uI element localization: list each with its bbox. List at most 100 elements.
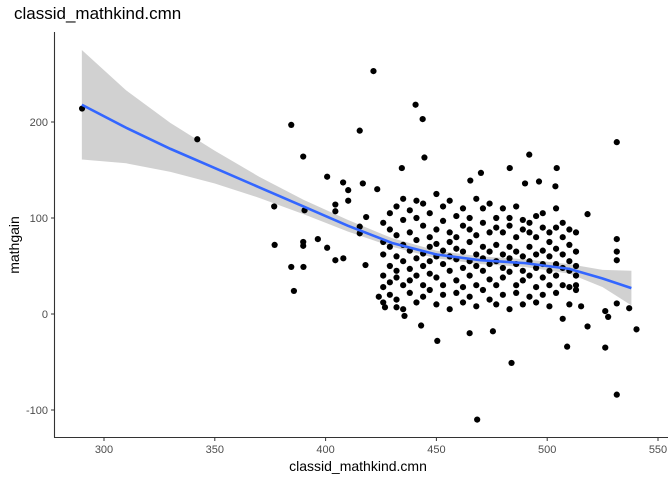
- data-point: [546, 303, 553, 310]
- data-point: [386, 262, 393, 270]
- data-point: [552, 245, 560, 252]
- data-point: [486, 260, 493, 268]
- data-point: [420, 222, 427, 229]
- data-point: [413, 299, 420, 306]
- data-point: [479, 243, 487, 250]
- data-point: [584, 211, 591, 218]
- data-point: [572, 282, 580, 289]
- data-point: [613, 139, 620, 146]
- data-point: [493, 214, 500, 222]
- data-point: [513, 289, 520, 296]
- data-point: [506, 164, 513, 172]
- y-tick-label: -100: [26, 405, 48, 417]
- data-point: [539, 291, 546, 298]
- x-tick-label: 450: [427, 444, 445, 456]
- data-point: [519, 267, 526, 274]
- y-tick-label: 200: [30, 117, 48, 129]
- data-point: [572, 286, 580, 294]
- data-point: [466, 214, 473, 222]
- data-point: [356, 127, 363, 134]
- data-point: [439, 282, 447, 289]
- data-point: [546, 238, 553, 246]
- data-point: [486, 276, 493, 283]
- data-point: [479, 267, 487, 274]
- data-point: [605, 313, 612, 320]
- data-point: [300, 263, 307, 271]
- data-point: [613, 391, 620, 398]
- data-point: [613, 248, 620, 255]
- data-point: [401, 312, 408, 320]
- data-point: [420, 282, 427, 289]
- data-point: [400, 195, 407, 202]
- data-point: [271, 241, 278, 248]
- data-point: [473, 195, 480, 202]
- data-point: [479, 205, 487, 212]
- data-point: [459, 299, 467, 306]
- data-point: [479, 219, 487, 226]
- data-point: [459, 205, 467, 212]
- data-point: [386, 210, 393, 217]
- data-point: [314, 236, 321, 243]
- y-tick-label: 100: [30, 213, 48, 225]
- data-point: [433, 190, 440, 198]
- data-point: [271, 203, 278, 210]
- data-point: [602, 344, 609, 351]
- data-point: [300, 242, 307, 249]
- data-point: [426, 270, 433, 277]
- data-point: [499, 274, 506, 281]
- data-point: [459, 284, 467, 291]
- data-point: [613, 300, 620, 307]
- data-point: [300, 153, 307, 160]
- y-axis-title: mathgain: [6, 216, 22, 274]
- data-point: [526, 243, 533, 250]
- data-point: [370, 68, 377, 75]
- data-point: [519, 277, 526, 284]
- data-point: [559, 219, 566, 226]
- data-point: [539, 210, 546, 217]
- data-point: [406, 265, 413, 272]
- data-point: [439, 203, 447, 210]
- data-point: [386, 291, 393, 298]
- data-point: [626, 305, 633, 312]
- data-point: [493, 224, 500, 231]
- data-point: [363, 213, 370, 221]
- data-point: [546, 229, 553, 236]
- data-point: [499, 251, 506, 258]
- data-point: [433, 301, 440, 308]
- data-point: [386, 226, 393, 233]
- data-point: [459, 248, 467, 255]
- data-point: [473, 232, 480, 239]
- data-point: [393, 296, 400, 303]
- data-point: [473, 282, 480, 289]
- data-point: [526, 229, 533, 236]
- data-point: [633, 326, 640, 333]
- data-point: [324, 244, 331, 251]
- data-point: [420, 262, 427, 270]
- data-point: [393, 267, 400, 274]
- data-point: [584, 323, 591, 330]
- data-point: [380, 251, 387, 258]
- data-point: [393, 304, 400, 311]
- data-point: [459, 222, 467, 229]
- data-point: [380, 299, 387, 306]
- data-point: [552, 289, 560, 296]
- data-point: [332, 201, 339, 208]
- data-point: [572, 262, 580, 270]
- data-point: [290, 287, 298, 295]
- data-point: [406, 207, 413, 214]
- data-point: [473, 303, 480, 310]
- data-point: [506, 306, 513, 313]
- data-point: [288, 121, 295, 128]
- data-point: [539, 247, 546, 254]
- data-point: [386, 279, 393, 286]
- data-point: [499, 264, 506, 272]
- data-point: [433, 226, 440, 233]
- data-point: [526, 272, 533, 279]
- data-point: [513, 248, 520, 255]
- data-point: [552, 224, 560, 231]
- data-point: [513, 234, 520, 241]
- data-point: [526, 293, 533, 300]
- data-point: [433, 274, 440, 281]
- data-point: [380, 284, 387, 291]
